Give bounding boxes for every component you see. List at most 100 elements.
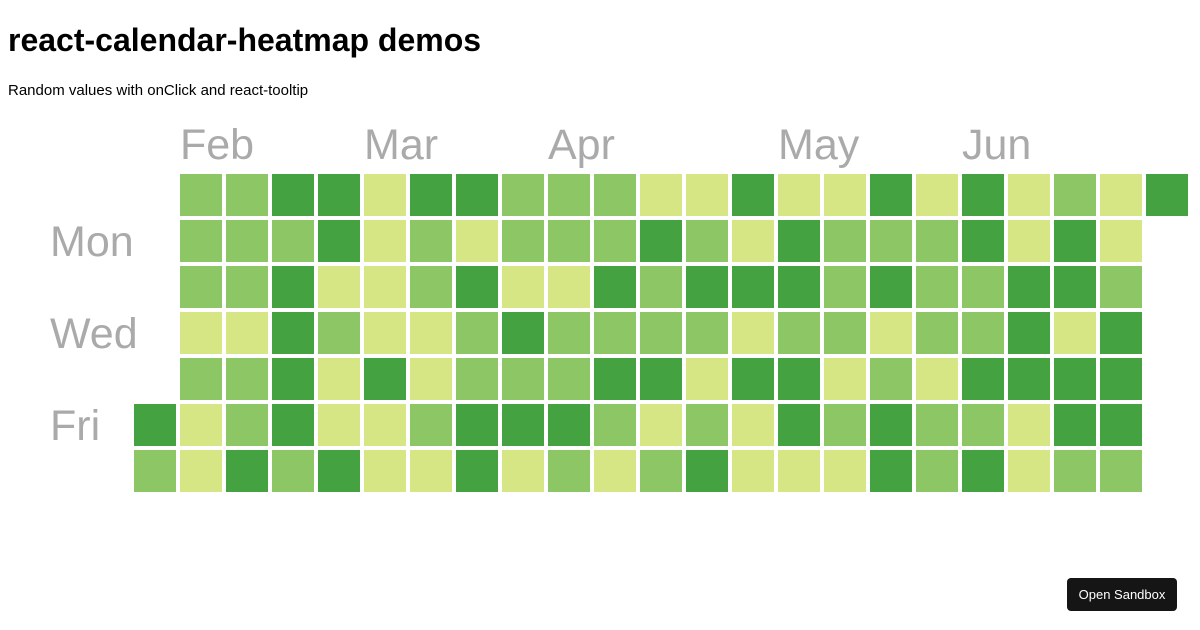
heatmap-cell[interactable]	[456, 266, 498, 308]
heatmap-cell[interactable]	[364, 450, 406, 492]
heatmap-cell[interactable]	[778, 450, 820, 492]
heatmap-cell[interactable]	[962, 312, 1004, 354]
heatmap-cell[interactable]	[272, 404, 314, 446]
heatmap-cell[interactable]	[272, 266, 314, 308]
heatmap-cell[interactable]	[226, 220, 268, 262]
heatmap-cell[interactable]	[272, 450, 314, 492]
heatmap-cell[interactable]	[686, 174, 728, 216]
heatmap-cell[interactable]	[318, 358, 360, 400]
heatmap-cell[interactable]	[732, 358, 774, 400]
heatmap-cell[interactable]	[1054, 312, 1096, 354]
heatmap-cell[interactable]	[962, 450, 1004, 492]
heatmap-cell[interactable]	[1008, 312, 1050, 354]
heatmap-cell[interactable]	[1008, 358, 1050, 400]
heatmap-cell[interactable]	[364, 266, 406, 308]
heatmap-cell[interactable]	[594, 174, 636, 216]
heatmap-cell[interactable]	[548, 266, 590, 308]
heatmap-cell[interactable]	[778, 266, 820, 308]
heatmap-cell[interactable]	[1008, 220, 1050, 262]
heatmap-cell[interactable]	[962, 174, 1004, 216]
heatmap-cell[interactable]	[686, 450, 728, 492]
heatmap-cell[interactable]	[364, 358, 406, 400]
heatmap-cell[interactable]	[410, 312, 452, 354]
heatmap-cell[interactable]	[180, 174, 222, 216]
heatmap-cell[interactable]	[778, 404, 820, 446]
heatmap-cell[interactable]	[870, 358, 912, 400]
heatmap-cell[interactable]	[1100, 404, 1142, 446]
heatmap-cell[interactable]	[1054, 404, 1096, 446]
heatmap-cell[interactable]	[318, 220, 360, 262]
heatmap-cell[interactable]	[226, 450, 268, 492]
heatmap-cell[interactable]	[594, 312, 636, 354]
heatmap-cell[interactable]	[548, 174, 590, 216]
heatmap-cell[interactable]	[456, 358, 498, 400]
heatmap-cell[interactable]	[318, 450, 360, 492]
heatmap-cell[interactable]	[502, 450, 544, 492]
heatmap-cell[interactable]	[916, 404, 958, 446]
heatmap-cell[interactable]	[364, 220, 406, 262]
heatmap-cell[interactable]	[916, 312, 958, 354]
heatmap-cell[interactable]	[686, 404, 728, 446]
heatmap-cell[interactable]	[640, 450, 682, 492]
heatmap-cell[interactable]	[410, 266, 452, 308]
heatmap-cell[interactable]	[732, 266, 774, 308]
heatmap-cell[interactable]	[502, 404, 544, 446]
heatmap-cell[interactable]	[1100, 312, 1142, 354]
heatmap-cell[interactable]	[824, 220, 866, 262]
heatmap-cell[interactable]	[456, 312, 498, 354]
heatmap-cell[interactable]	[272, 358, 314, 400]
heatmap-cell[interactable]	[1146, 174, 1188, 216]
heatmap-cell[interactable]	[226, 174, 268, 216]
heatmap-cell[interactable]	[1100, 220, 1142, 262]
heatmap-cell[interactable]	[824, 174, 866, 216]
open-sandbox-button[interactable]: Open Sandbox	[1067, 578, 1177, 611]
heatmap-cell[interactable]	[410, 404, 452, 446]
heatmap-cell[interactable]	[594, 404, 636, 446]
heatmap-cell[interactable]	[410, 174, 452, 216]
heatmap-cell[interactable]	[686, 266, 728, 308]
heatmap-cell[interactable]	[778, 312, 820, 354]
heatmap-cell[interactable]	[226, 404, 268, 446]
heatmap-cell[interactable]	[732, 220, 774, 262]
heatmap-cell[interactable]	[1054, 358, 1096, 400]
heatmap-cell[interactable]	[594, 266, 636, 308]
heatmap-cell[interactable]	[134, 450, 176, 492]
heatmap-cell[interactable]	[870, 404, 912, 446]
heatmap-cell[interactable]	[1100, 450, 1142, 492]
heatmap-cell[interactable]	[1100, 266, 1142, 308]
heatmap-cell[interactable]	[272, 312, 314, 354]
heatmap-cell[interactable]	[180, 450, 222, 492]
heatmap-cell[interactable]	[502, 220, 544, 262]
heatmap-cell[interactable]	[456, 174, 498, 216]
heatmap-cell[interactable]	[824, 450, 866, 492]
heatmap-cell[interactable]	[1054, 174, 1096, 216]
heatmap-cell[interactable]	[1100, 174, 1142, 216]
heatmap-cell[interactable]	[364, 312, 406, 354]
heatmap-cell[interactable]	[548, 450, 590, 492]
heatmap-cell[interactable]	[456, 404, 498, 446]
heatmap-cell[interactable]	[1008, 450, 1050, 492]
heatmap-cell[interactable]	[364, 404, 406, 446]
heatmap-cell[interactable]	[778, 220, 820, 262]
heatmap-cell[interactable]	[134, 404, 176, 446]
heatmap-cell[interactable]	[180, 220, 222, 262]
heatmap-cell[interactable]	[962, 404, 1004, 446]
heatmap-cell[interactable]	[456, 220, 498, 262]
heatmap-cell[interactable]	[226, 312, 268, 354]
heatmap-cell[interactable]	[732, 174, 774, 216]
heatmap-cell[interactable]	[318, 312, 360, 354]
heatmap-cell[interactable]	[732, 404, 774, 446]
heatmap-cell[interactable]	[778, 358, 820, 400]
heatmap-cell[interactable]	[548, 312, 590, 354]
heatmap-cell[interactable]	[1054, 220, 1096, 262]
heatmap-cell[interactable]	[640, 358, 682, 400]
heatmap-cell[interactable]	[870, 266, 912, 308]
heatmap-cell[interactable]	[870, 450, 912, 492]
heatmap-cell[interactable]	[594, 220, 636, 262]
heatmap-cell[interactable]	[548, 404, 590, 446]
heatmap-cell[interactable]	[732, 450, 774, 492]
heatmap-cell[interactable]	[640, 220, 682, 262]
heatmap-cell[interactable]	[870, 220, 912, 262]
heatmap-cell[interactable]	[502, 174, 544, 216]
heatmap-cell[interactable]	[686, 358, 728, 400]
